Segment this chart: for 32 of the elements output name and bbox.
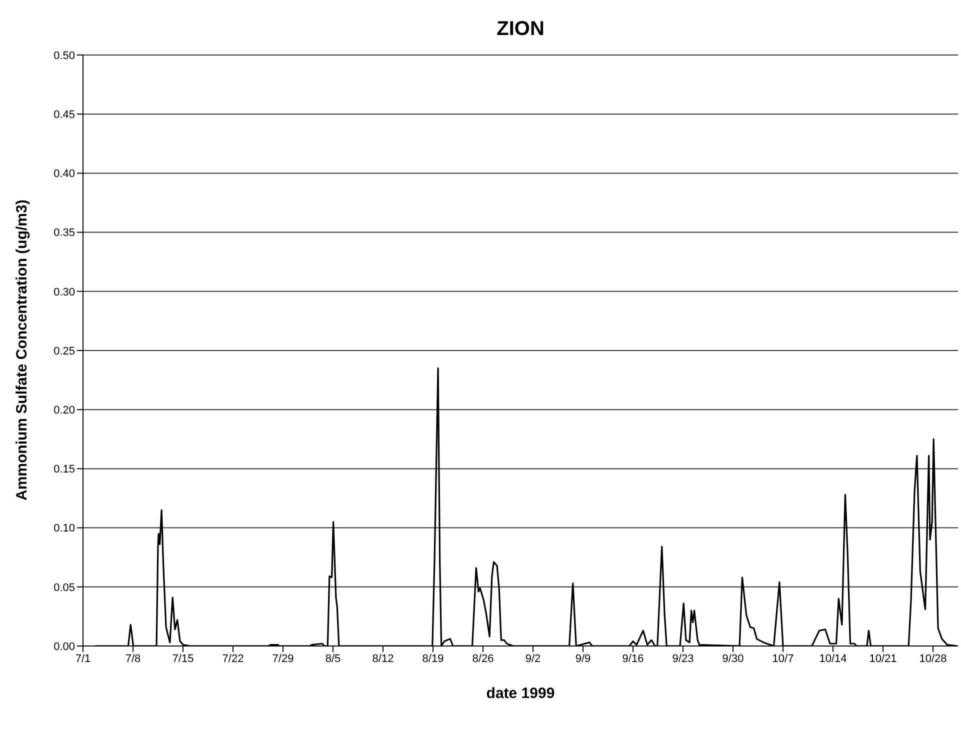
y-tick-label: 0.10 (54, 522, 75, 535)
y-tick-label: 0.35 (54, 227, 75, 240)
y-tick-label: 0.30 (54, 286, 75, 298)
x-tick-label: 8/26 (472, 652, 494, 665)
y-tick-label: 0.50 (54, 50, 75, 62)
x-tick-label: 9/9 (575, 652, 591, 665)
x-axis-title: date 1999 (486, 685, 555, 702)
y-axis-title: Ammonium Sulfate Concentration (ug/m3) (13, 200, 30, 500)
x-tick-label: 10/7 (772, 652, 794, 665)
x-tick-label: 9/16 (622, 652, 644, 665)
x-tick-label: 9/23 (672, 652, 694, 665)
y-tick-label: 0.05 (54, 582, 75, 594)
y-tick-label: 0.20 (54, 404, 75, 417)
x-tick-label: 9/30 (722, 652, 744, 665)
x-tick-label: 8/12 (372, 652, 394, 665)
y-tick-label: 0.25 (54, 345, 75, 358)
x-tick-label: 7/8 (125, 652, 141, 665)
x-tick-label: 10/21 (869, 652, 897, 665)
y-tick-label: 0.15 (54, 464, 75, 476)
x-tick-label: 7/22 (222, 652, 244, 665)
x-tick-label: 10/14 (819, 652, 847, 665)
y-tick-label: 0.45 (54, 109, 75, 122)
x-tick-label: 8/19 (422, 652, 444, 665)
y-tick-label: 0.40 (54, 168, 75, 180)
x-tick-label: 7/15 (172, 652, 194, 665)
x-tick-label: 7/1 (75, 652, 91, 665)
x-tick-label: 7/29 (272, 652, 294, 665)
x-tick-label: 8/5 (325, 652, 341, 665)
chart-title: ZION (496, 18, 546, 41)
y-tick-label: 0.00 (54, 640, 75, 653)
x-tick-label: 9/2 (525, 652, 541, 665)
x-tick-label: 10/28 (919, 652, 947, 665)
